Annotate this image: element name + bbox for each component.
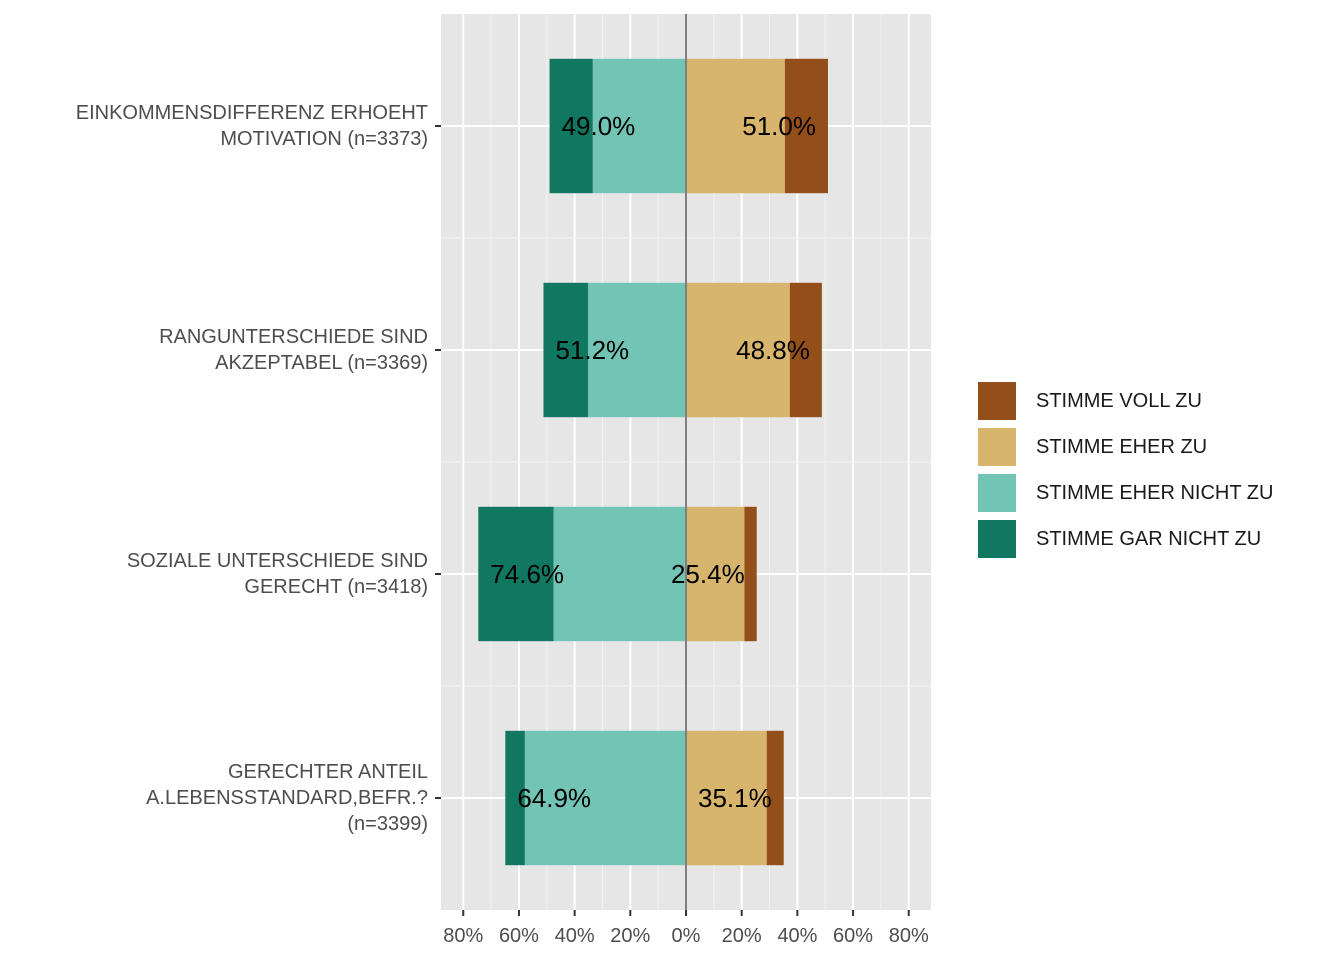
category-label: RANGUNTERSCHIEDE SIND AKZEPTABEL (n=3369… <box>159 326 428 374</box>
category-label: GERECHTER ANTEIL A.LEBENSSTANDARD,BEFR.?… <box>146 761 428 835</box>
total-positive-label: 51.0% <box>742 111 816 141</box>
total-negative-label: 64.9% <box>517 783 591 813</box>
bar-stimme-eher-zu <box>686 730 767 866</box>
bar-stimme-gar-nicht-zu <box>549 58 593 194</box>
legend-label: STIMME GAR NICHT ZU <box>1036 528 1262 550</box>
bar-stimme-eher-nicht-zu <box>592 58 686 194</box>
bar-stimme-eher-nicht-zu <box>588 282 686 418</box>
bar-stimme-gar-nicht-zu <box>505 730 525 866</box>
x-tick-label: 60% <box>499 925 539 947</box>
category-label: SOZIALE UNTERSCHIEDE SIND GERECHT (n=341… <box>126 550 428 598</box>
x-tick-label: 40% <box>777 925 817 947</box>
x-tick-label: 20% <box>610 925 650 947</box>
legend-label: STIMME EHER ZU <box>1036 436 1208 458</box>
legend-label: STIMME VOLL ZU <box>1036 390 1202 412</box>
bar-stimme-gar-nicht-zu <box>478 506 554 642</box>
x-tick-label: 80% <box>889 925 929 947</box>
bar-stimme-eher-zu <box>686 58 785 194</box>
bar-stimme-voll-zu <box>766 730 784 866</box>
legend-key <box>976 380 1018 422</box>
total-negative-label: 74.6% <box>490 559 564 589</box>
legend-label: STIMME EHER NICHT ZU <box>1036 482 1274 504</box>
bar-stimme-voll-zu <box>789 282 822 418</box>
total-negative-label: 51.2% <box>555 335 629 365</box>
bar-stimme-eher-zu <box>686 506 745 642</box>
bar-stimme-eher-zu <box>686 282 790 418</box>
bar-stimme-gar-nicht-zu <box>543 282 588 418</box>
bar-stimme-eher-nicht-zu <box>553 506 686 642</box>
total-positive-label: 25.4% <box>671 559 745 589</box>
x-tick-label: 60% <box>833 925 873 947</box>
total-positive-label: 35.1% <box>698 783 772 813</box>
x-tick-label: 80% <box>443 925 483 947</box>
bar-stimme-voll-zu <box>784 58 828 194</box>
x-tick-label: 20% <box>722 925 762 947</box>
x-tick-label: 0% <box>672 925 701 947</box>
bar-stimme-eher-nicht-zu <box>524 730 686 866</box>
total-negative-label: 49.0% <box>562 111 636 141</box>
legend-key <box>976 518 1018 560</box>
category-label: EINKOMMENSDIFFERENZ ERHOEHT MOTIVATION (… <box>75 102 428 150</box>
bar-stimme-voll-zu <box>744 506 757 642</box>
x-tick-label: 40% <box>555 925 595 947</box>
total-positive-label: 48.8% <box>736 335 810 365</box>
legend-key <box>976 426 1018 468</box>
legend-key <box>976 472 1018 514</box>
